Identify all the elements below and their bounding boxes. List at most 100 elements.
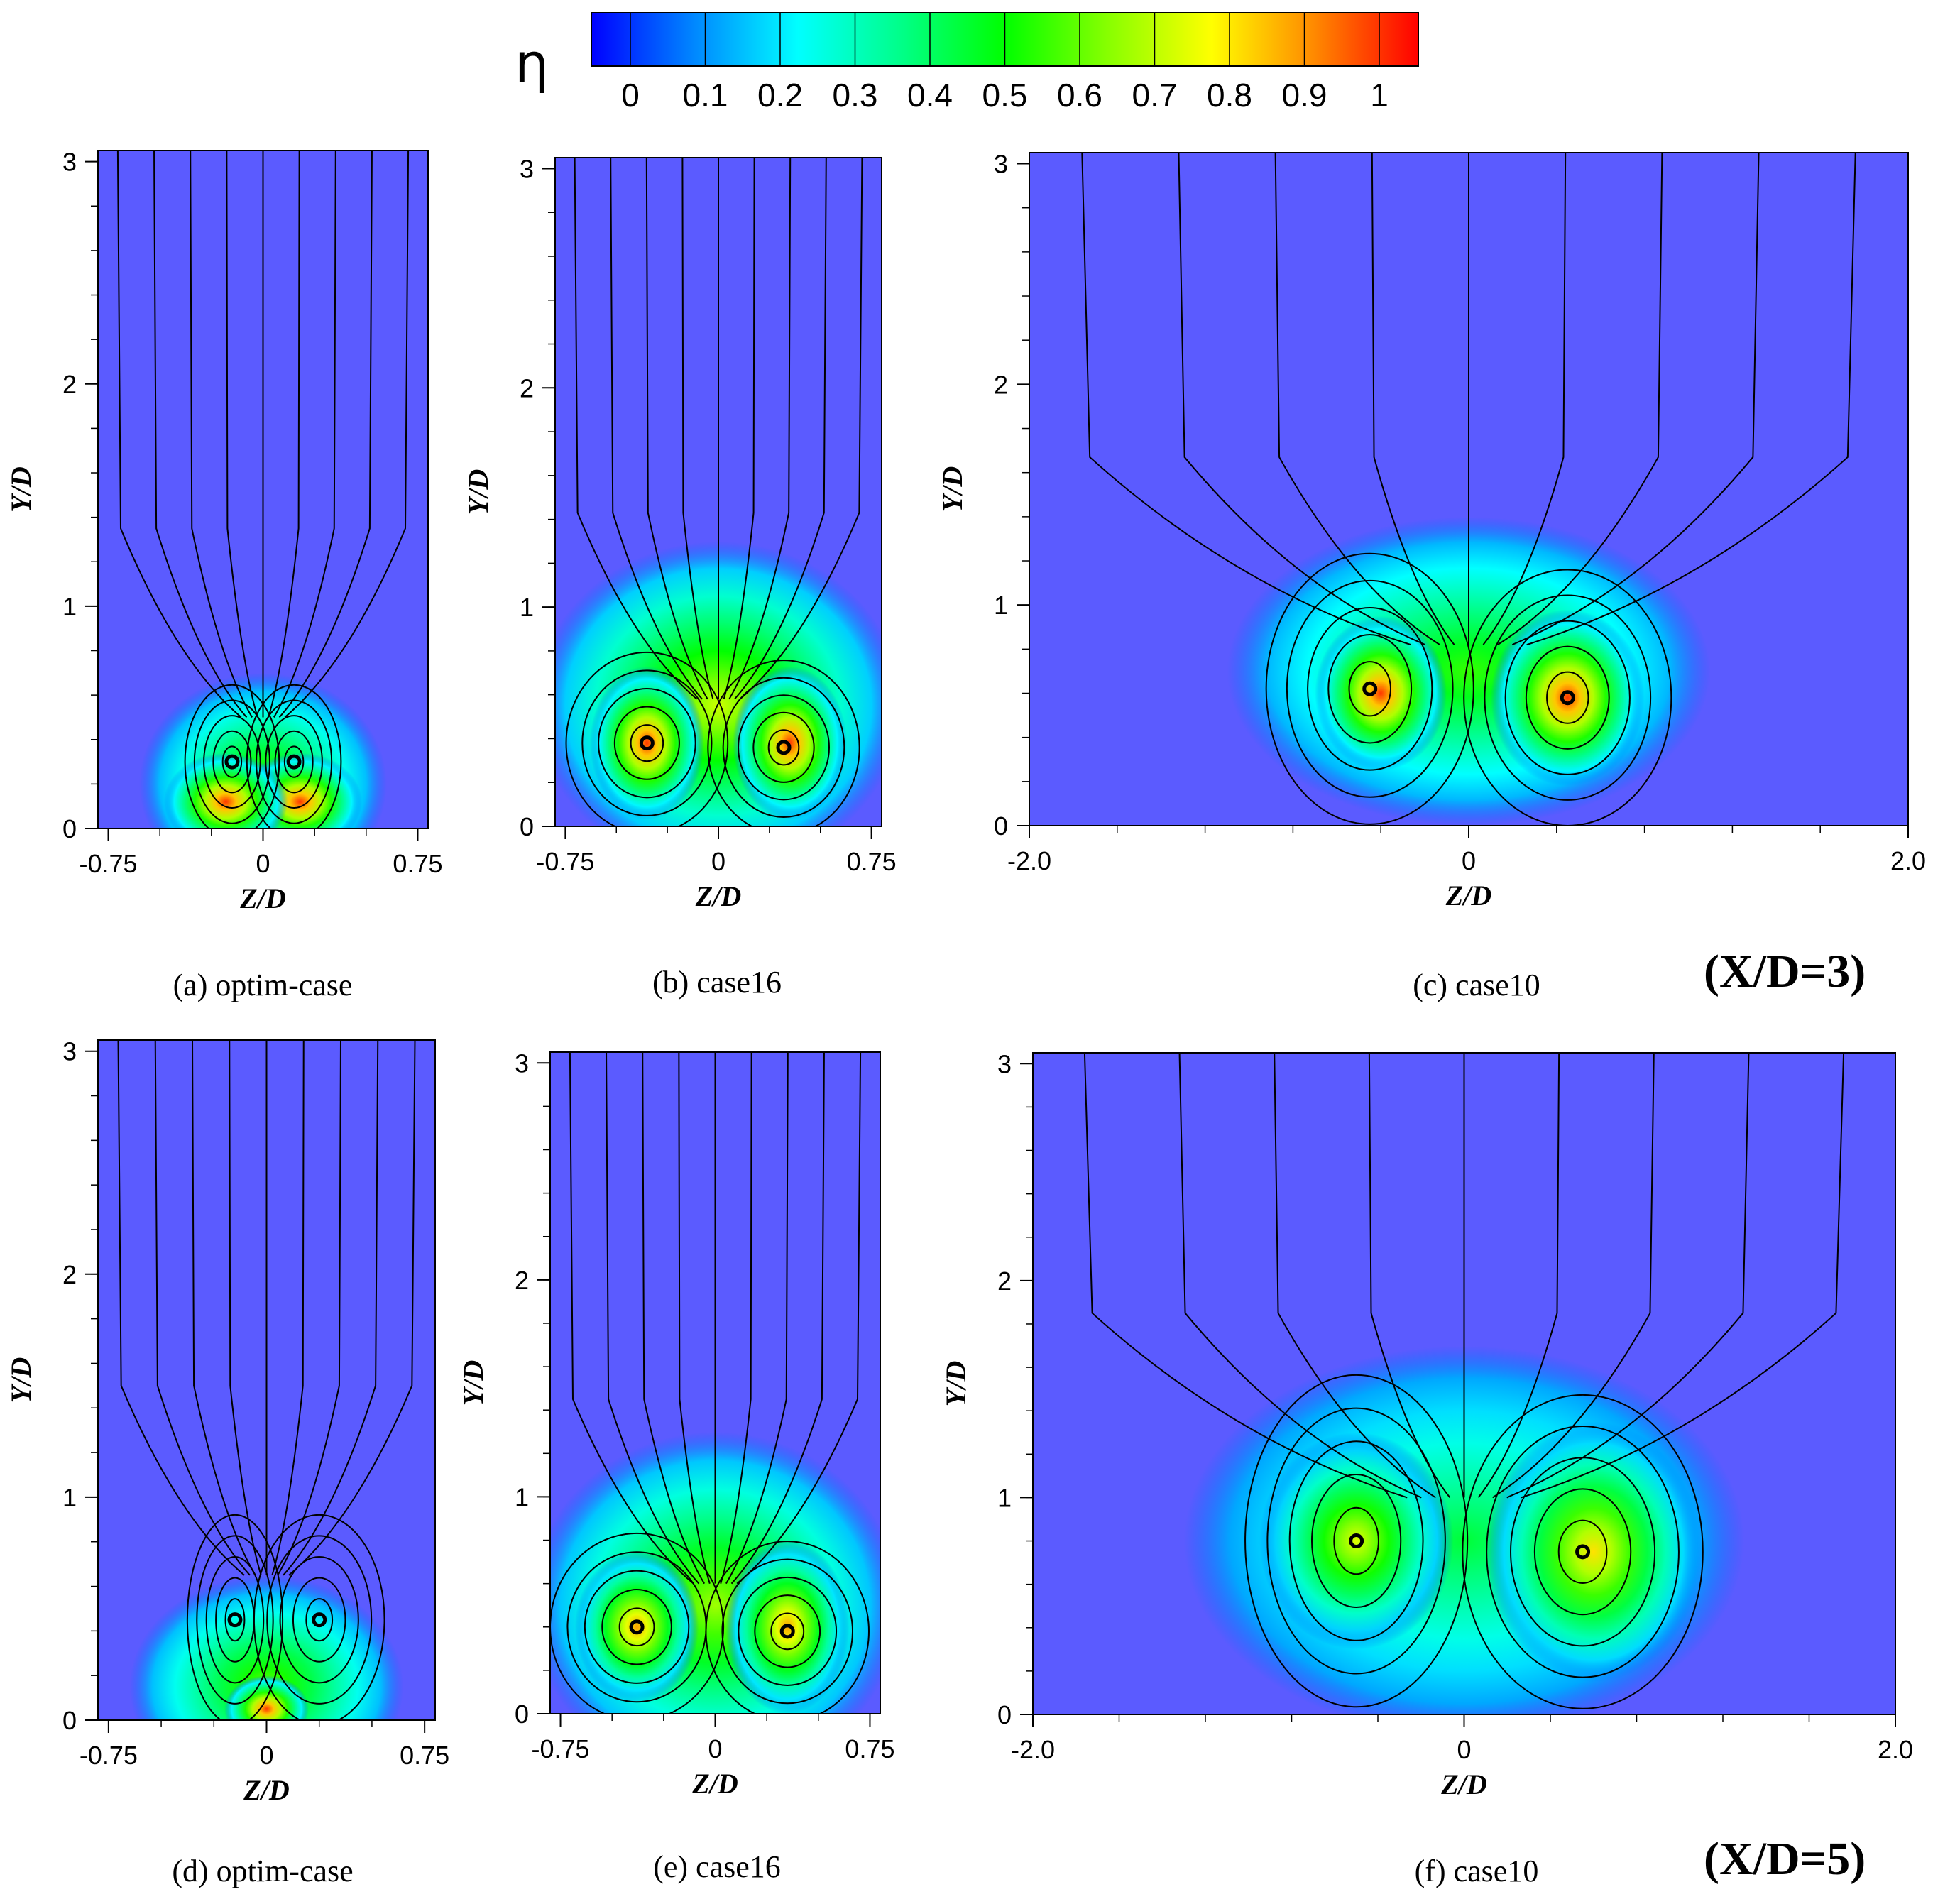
streamline — [723, 158, 755, 700]
vortex-streamline — [1333, 1506, 1379, 1575]
vortex-streamline — [721, 1558, 854, 1705]
x-tick-label: 0 — [259, 1741, 273, 1770]
vortex-core — [224, 754, 240, 770]
vortex-streamline — [618, 1607, 655, 1647]
vortex-streamline — [253, 1514, 385, 1720]
x-tick-label: -0.75 — [532, 1734, 590, 1763]
colorbar-tick-labels: 0 0.1 0.2 0.3 0.4 0.5 0.6 0.7 0.8 0.9 1 — [621, 77, 1389, 114]
y-axis-title: Y/D — [462, 469, 494, 515]
x-tick-label: 0 — [708, 1734, 722, 1763]
streamline — [1526, 153, 1856, 646]
vortex-streamline — [1266, 1407, 1446, 1675]
streamline — [734, 158, 827, 700]
vortex-streamline — [203, 715, 261, 809]
vortex-streamline — [1462, 1394, 1704, 1709]
vortex-streamline — [1484, 594, 1652, 801]
x-tick-label: -0.75 — [80, 849, 138, 878]
streamline — [116, 151, 242, 718]
x-axis-title: Z/D — [691, 1768, 738, 1800]
vortex-core — [1349, 1533, 1364, 1549]
y-tick-label: 0 — [62, 1706, 77, 1735]
eta-hotspot — [589, 666, 704, 820]
streamline — [154, 1040, 251, 1576]
x-axis-title: Z/D — [1445, 880, 1491, 912]
y-tick-label: 3 — [62, 1037, 77, 1066]
y-axis-title: Y/D — [940, 1361, 972, 1406]
streamline — [273, 151, 336, 718]
panel-caption: (c) case10 — [1413, 968, 1540, 1002]
colorbar-symbol: η — [515, 31, 549, 94]
vortex-streamline — [581, 669, 713, 816]
eta-hotspot — [1485, 1421, 1702, 1683]
streamline — [1368, 1053, 1451, 1499]
x-tick-label: 0 — [1457, 1735, 1471, 1764]
colorbar-tick-0: 0 — [621, 77, 640, 114]
colorbar-tick-0-9: 0.9 — [1282, 77, 1327, 114]
vortex-streamline — [279, 1555, 359, 1684]
streamline — [1178, 153, 1426, 646]
vortex-streamline — [1244, 1374, 1469, 1708]
y-tick-label: 1 — [62, 1483, 77, 1512]
vortex-streamline — [738, 694, 830, 801]
y-tick-label: 1 — [520, 593, 534, 622]
x-tick-label: 0.75 — [393, 849, 442, 878]
y-tick-label: 1 — [515, 1482, 529, 1511]
streamline — [117, 1040, 245, 1576]
streamline — [192, 1040, 256, 1576]
vortex-streamline — [601, 1589, 672, 1665]
y-axis-title: Y/D — [5, 466, 37, 512]
x-tick-label: 2.0 — [1890, 846, 1926, 875]
x-tick-label: 0.75 — [845, 1734, 894, 1763]
vortex-core — [1560, 690, 1575, 706]
streamline — [1081, 153, 1411, 646]
vortex-streamline — [193, 699, 270, 824]
y-tick-label: 2 — [520, 373, 534, 403]
y-axis-title: Y/D — [5, 1357, 37, 1403]
vortex-streamline — [1286, 579, 1454, 798]
streamline — [284, 151, 410, 718]
streamline — [1178, 1053, 1422, 1499]
vortex-streamline — [246, 684, 342, 828]
colorbar-dividers — [630, 13, 1380, 66]
y-tick-label: 2 — [515, 1266, 529, 1295]
streamline — [569, 1052, 694, 1585]
vortex-streamline — [1288, 1440, 1424, 1641]
streamline — [229, 1040, 262, 1576]
streamlines — [116, 151, 410, 828]
streamline — [1083, 1053, 1408, 1499]
vortex-core — [639, 735, 655, 751]
streamline — [736, 1052, 862, 1585]
y-tick-label: 1 — [997, 1483, 1012, 1512]
streamline — [678, 1052, 711, 1584]
eta-hotspot — [1315, 615, 1447, 771]
y-tick-label: 0 — [997, 1700, 1012, 1729]
vortex-streamline — [630, 724, 664, 762]
streamline — [1492, 1053, 1655, 1499]
panel-caption: (e) case16 — [653, 1849, 781, 1884]
streamlines — [117, 1040, 416, 1720]
vortex-streamline — [1311, 1474, 1402, 1609]
colorbar-tick-0-4: 0.4 — [907, 77, 953, 114]
streamline — [1274, 1053, 1436, 1499]
colorbar-tick-0-3: 0.3 — [833, 77, 878, 114]
colorbar-tick-0-7: 0.7 — [1132, 77, 1178, 114]
panel-caption: (a) optim-case — [173, 968, 353, 1002]
eta-hotspot — [1259, 1432, 1454, 1650]
vortex-streamline — [1307, 606, 1433, 771]
streamline — [725, 1052, 789, 1585]
streamline — [226, 151, 258, 718]
axes: -2.0 0 2.0 0 1 2 3 Z/D Y/D — [940, 1049, 1913, 1800]
y-tick-label: 1 — [994, 591, 1008, 620]
vortex-streamline — [722, 677, 845, 818]
streamline — [190, 151, 253, 718]
streamline — [1511, 153, 1760, 646]
section-label-xd5: (X/D=5) — [1704, 1833, 1866, 1885]
vortex-streamline — [265, 715, 323, 809]
vortex-streamline — [705, 1541, 870, 1714]
streamline — [730, 1052, 825, 1585]
vortex-streamline — [1533, 1488, 1632, 1616]
vortex-streamline — [1525, 645, 1610, 750]
panel-f: -2.0 0 2.0 0 1 2 3 Z/D Y/D (f) case10 — [940, 1049, 1913, 1888]
vortex-streamline — [283, 745, 305, 778]
